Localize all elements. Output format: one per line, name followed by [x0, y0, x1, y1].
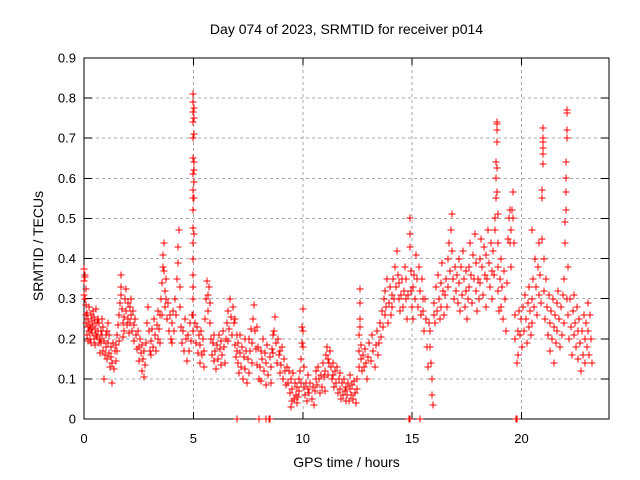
x-tick-label: 0: [80, 431, 87, 446]
x-tick-label: 15: [405, 431, 419, 446]
x-tick-label: 10: [296, 431, 310, 446]
y-tick-label: 0.7: [58, 131, 76, 146]
y-tick-label: 0.3: [58, 291, 76, 306]
y-tick-label: 0.6: [58, 171, 76, 186]
plot-frame-and-ticks: [83, 57, 610, 420]
x-tick-label: 20: [514, 431, 528, 446]
y-tick-label: 0.4: [58, 251, 76, 266]
x-axis-label: GPS time / hours: [293, 454, 400, 470]
x-tick-label: 5: [190, 431, 197, 446]
y-tick-label: 0.9: [58, 51, 76, 66]
y-tick-label: 0.1: [58, 371, 76, 386]
y-tick-label: 0.2: [58, 331, 76, 346]
y-tick-label: 0.5: [58, 211, 76, 226]
chart-title: Day 074 of 2023, SRMTID for receiver p01…: [209, 21, 484, 37]
y-tick-label: 0: [69, 412, 76, 427]
y-tick-label: 0.8: [58, 91, 76, 106]
grid-lines: [84, 58, 609, 419]
scatter-points: [80, 90, 596, 423]
